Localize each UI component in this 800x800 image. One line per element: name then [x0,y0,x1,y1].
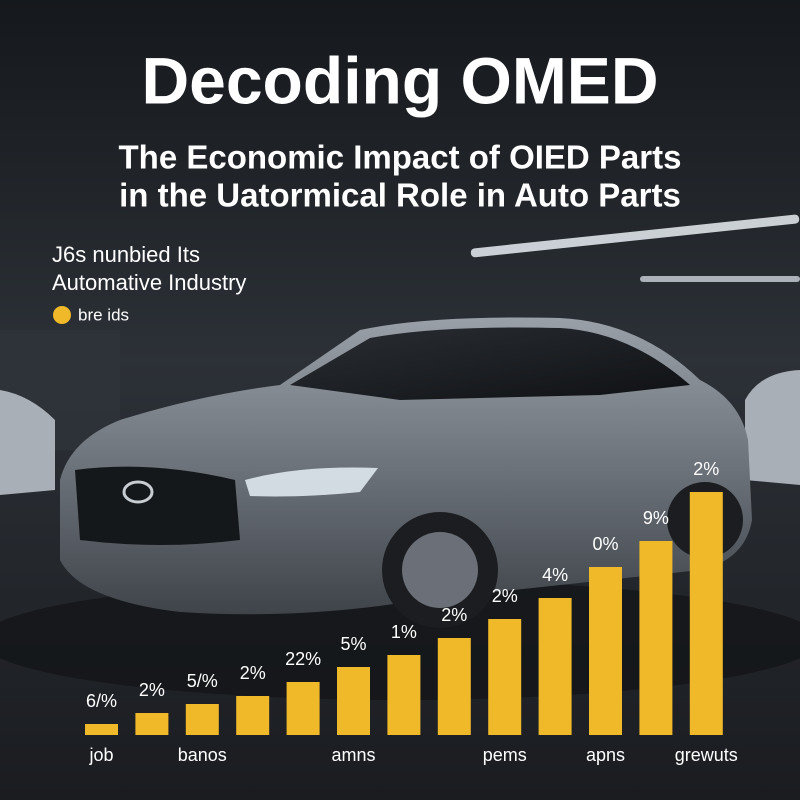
wheel-rim [402,532,478,608]
car-grille [75,466,240,545]
bar [387,655,421,735]
value-label: 2% [492,586,518,606]
bar [488,619,522,735]
value-label: 2% [693,459,719,479]
side-car [0,390,55,495]
car-window [290,327,690,400]
x-tick-label: banos [178,745,227,765]
value-label: 1% [391,622,417,642]
value-label: 9% [643,508,669,528]
value-label: 2% [240,663,266,683]
x-tick-label: job [88,745,113,765]
bar [639,541,673,735]
x-tick-label: amns [331,745,375,765]
bar [135,713,169,735]
value-label: 5% [340,634,366,654]
bar [589,567,622,735]
subtitle: The Economic Impact of OIED Parts [119,139,682,176]
note: J6s nunbied Its [52,242,200,267]
value-label: 5/% [187,671,218,691]
bar [538,598,572,735]
bar [689,492,723,735]
x-tick-label: pems [483,745,527,765]
value-label: 2% [139,680,165,700]
value-label: 0% [592,534,618,554]
note: Automative Industry [52,270,246,295]
car-logo [122,480,154,504]
value-label: 6/% [86,691,117,711]
side-car [745,370,800,485]
x-tick-label: apns [586,745,625,765]
title: Decoding OMED [141,43,658,117]
subtitle: in the Uatormical Role in Auto Parts [119,177,681,214]
bar [85,724,118,735]
ceiling-light [470,214,800,258]
bar [337,667,370,735]
x-tick-label: grewuts [675,745,738,765]
value-label: 22% [285,649,321,669]
ceiling-light [640,276,800,282]
legend-swatch [53,306,71,324]
bar [236,696,270,735]
value-label: 4% [542,565,568,585]
headlight [245,467,378,497]
legend-label: bre ids [78,305,129,324]
value-label: 2% [441,605,467,625]
bar [437,638,471,735]
bar [286,682,320,735]
bar [185,704,219,735]
